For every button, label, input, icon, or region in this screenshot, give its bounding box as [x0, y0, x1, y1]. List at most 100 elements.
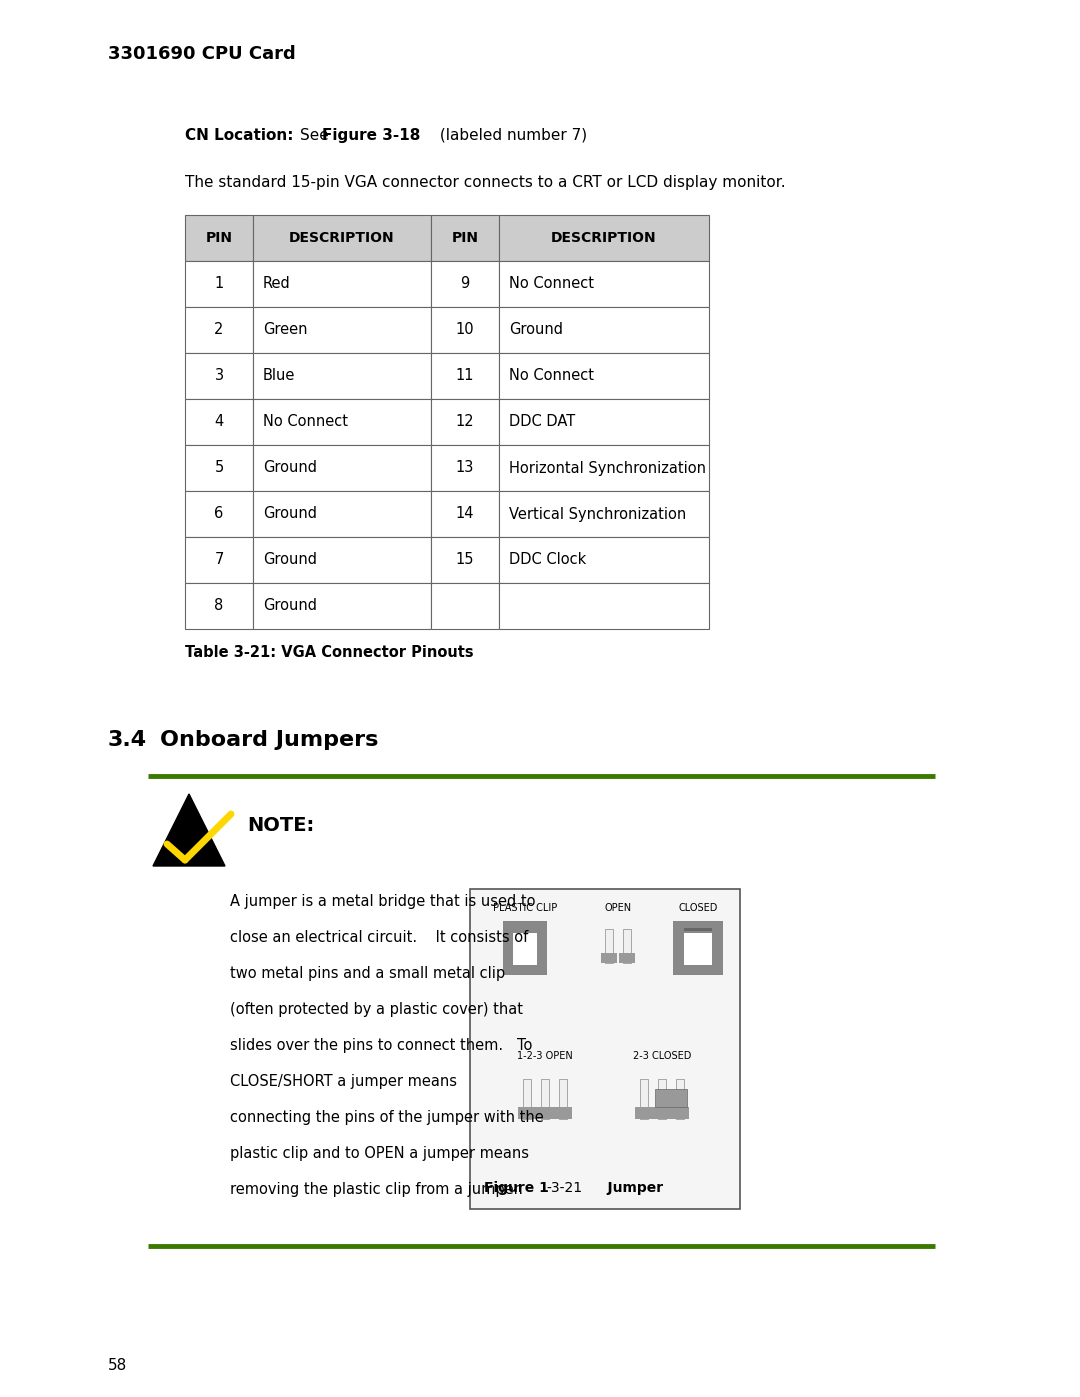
Bar — [671, 1106, 689, 1119]
Bar — [253, 583, 431, 629]
Bar — [684, 933, 712, 965]
Bar — [499, 215, 708, 261]
Bar — [253, 446, 431, 490]
Text: No Connect: No Connect — [264, 415, 348, 429]
Text: Onboard Jumpers: Onboard Jumpers — [160, 731, 378, 750]
Bar — [431, 353, 499, 400]
Text: CN Location:: CN Location: — [185, 129, 294, 142]
Text: 14: 14 — [456, 507, 474, 521]
Bar — [518, 1106, 536, 1119]
Text: 58: 58 — [108, 1358, 127, 1373]
Bar — [185, 400, 253, 446]
Bar — [499, 583, 708, 629]
Text: No Connect: No Connect — [509, 369, 594, 384]
Text: CLOSED: CLOSED — [678, 902, 718, 914]
Bar — [499, 536, 708, 583]
Polygon shape — [153, 793, 225, 866]
Bar — [185, 261, 253, 307]
Text: close an electrical circuit.    It consists of: close an electrical circuit. It consists… — [230, 930, 528, 944]
Text: 8: 8 — [214, 598, 224, 613]
Text: Figure 1: Figure 1 — [484, 1180, 549, 1194]
Text: Ground: Ground — [264, 461, 318, 475]
Text: 2-3 CLOSED: 2-3 CLOSED — [633, 1051, 691, 1060]
Text: 9: 9 — [460, 277, 470, 292]
Bar — [253, 353, 431, 400]
Bar — [536, 1106, 554, 1119]
Text: Jumper: Jumper — [588, 1180, 663, 1194]
Bar — [253, 307, 431, 353]
Text: 2: 2 — [214, 323, 224, 338]
Bar — [431, 583, 499, 629]
Bar — [503, 929, 513, 975]
Text: 3.4: 3.4 — [108, 731, 147, 750]
Text: 6: 6 — [214, 507, 224, 521]
Bar — [676, 1078, 684, 1119]
Bar — [431, 536, 499, 583]
Text: two metal pins and a small metal clip: two metal pins and a small metal clip — [230, 965, 505, 981]
Bar — [185, 353, 253, 400]
Bar — [185, 490, 253, 536]
Text: Green: Green — [264, 323, 308, 338]
Text: Ground: Ground — [264, 552, 318, 567]
Text: Ground: Ground — [264, 507, 318, 521]
Text: The standard 15-pin VGA connector connects to a CRT or LCD display monitor.: The standard 15-pin VGA connector connec… — [185, 175, 785, 190]
Bar — [559, 1078, 567, 1119]
Text: A jumper is a metal bridge that is used to: A jumper is a metal bridge that is used … — [230, 894, 536, 909]
Bar — [499, 490, 708, 536]
Bar — [185, 215, 253, 261]
Text: 5: 5 — [214, 461, 224, 475]
Text: 15: 15 — [456, 552, 474, 567]
Text: 1: 1 — [214, 277, 224, 292]
Bar — [185, 583, 253, 629]
Text: PIN: PIN — [451, 231, 478, 244]
Bar — [673, 929, 684, 975]
Bar — [499, 446, 708, 490]
Bar — [431, 307, 499, 353]
Bar — [431, 261, 499, 307]
Bar — [431, 490, 499, 536]
Text: DDC DAT: DDC DAT — [509, 415, 576, 429]
Bar — [635, 1106, 653, 1119]
Bar — [541, 1078, 549, 1119]
Bar — [499, 353, 708, 400]
Text: Blue: Blue — [264, 369, 295, 384]
Text: 10: 10 — [456, 323, 474, 338]
Bar — [499, 307, 708, 353]
Text: DESCRIPTION: DESCRIPTION — [289, 231, 395, 244]
Bar — [253, 400, 431, 446]
Bar — [619, 953, 635, 963]
Text: connecting the pins of the jumper with the: connecting the pins of the jumper with t… — [230, 1111, 543, 1125]
Text: 13: 13 — [456, 461, 474, 475]
Text: Figure 3-18: Figure 3-18 — [322, 129, 420, 142]
Bar — [658, 1078, 666, 1119]
Text: NOTE:: NOTE: — [247, 816, 314, 834]
Bar — [185, 446, 253, 490]
Text: (labeled number 7): (labeled number 7) — [435, 129, 588, 142]
Bar — [253, 490, 431, 536]
Text: PIN: PIN — [205, 231, 232, 244]
Text: removing the plastic clip from a jumper.: removing the plastic clip from a jumper. — [230, 1182, 523, 1197]
Text: Red: Red — [264, 277, 291, 292]
Text: CLOSE/SHORT a jumper means: CLOSE/SHORT a jumper means — [230, 1074, 457, 1090]
Bar — [623, 929, 631, 963]
Bar — [253, 215, 431, 261]
Bar — [673, 965, 723, 975]
Text: -3-21: -3-21 — [546, 1180, 582, 1194]
Text: (often protected by a plastic cover) that: (often protected by a plastic cover) tha… — [230, 1002, 523, 1017]
Text: 1-2-3 OPEN: 1-2-3 OPEN — [517, 1051, 572, 1060]
Bar — [554, 1106, 572, 1119]
Text: 7: 7 — [214, 552, 224, 567]
Text: Vertical Synchronization: Vertical Synchronization — [509, 507, 686, 521]
Bar — [499, 400, 708, 446]
Bar — [503, 965, 546, 975]
Text: 12: 12 — [456, 415, 474, 429]
Text: 4: 4 — [214, 415, 224, 429]
Bar — [185, 536, 253, 583]
Bar — [537, 929, 546, 975]
Bar — [253, 261, 431, 307]
Bar — [431, 446, 499, 490]
Text: plastic clip and to OPEN a jumper means: plastic clip and to OPEN a jumper means — [230, 1146, 529, 1161]
Text: slides over the pins to connect them.   To: slides over the pins to connect them. To — [230, 1038, 532, 1053]
Text: Horizontal Synchronization: Horizontal Synchronization — [509, 461, 706, 475]
Bar — [513, 933, 537, 965]
